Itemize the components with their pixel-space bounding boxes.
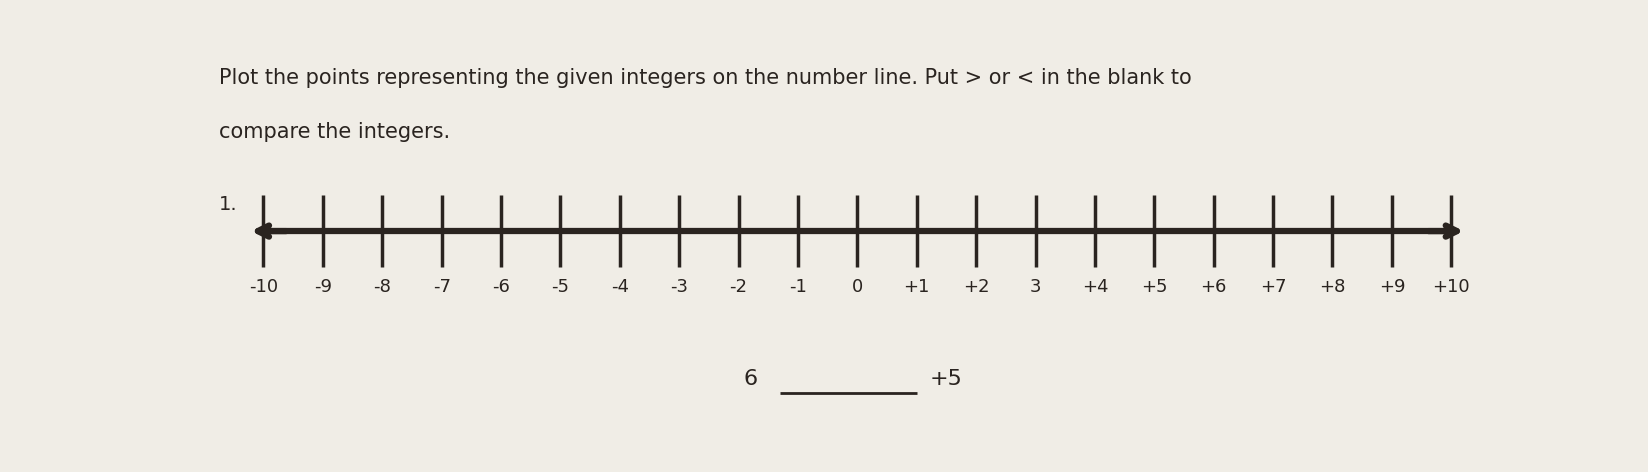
Text: -6: -6 [493,278,509,296]
Text: compare the integers.: compare the integers. [219,122,450,142]
Text: +5: +5 [929,369,962,389]
Text: +1: +1 [903,278,929,296]
Text: +7: +7 [1259,278,1287,296]
Text: -8: -8 [374,278,391,296]
Text: -4: -4 [611,278,630,296]
Text: -5: -5 [552,278,570,296]
Text: +6: +6 [1200,278,1226,296]
Text: -1: -1 [789,278,808,296]
Text: +8: +8 [1320,278,1346,296]
Text: +4: +4 [1081,278,1107,296]
Text: -7: -7 [433,278,450,296]
Text: +9: +9 [1379,278,1406,296]
Text: -10: -10 [249,278,279,296]
Text: 1.: 1. [219,195,237,214]
Text: 6: 6 [743,369,758,389]
Text: 0: 0 [852,278,864,296]
Text: +2: +2 [962,278,989,296]
Text: -2: -2 [730,278,748,296]
Text: Plot the points representing the given integers on the number line. Put > or < i: Plot the points representing the given i… [219,67,1192,87]
Text: 3: 3 [1030,278,1042,296]
Text: -3: -3 [671,278,689,296]
Text: +10: +10 [1432,278,1470,296]
Text: +5: +5 [1140,278,1167,296]
Text: -9: -9 [313,278,331,296]
